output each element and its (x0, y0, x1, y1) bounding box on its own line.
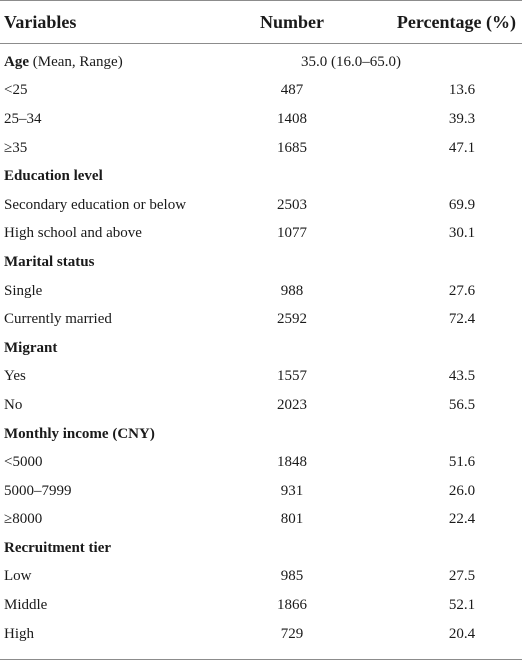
row-percentage: 27.6 (448, 282, 476, 299)
table-body: Age (Mean, Range) 35.0 (16.0–65.0) <25 48… (0, 44, 522, 648)
row-number: 729 (280, 625, 304, 642)
table-row: <5000 1848 51.6 (0, 448, 522, 477)
row-number: 2503 (277, 196, 307, 213)
table: Variables Number Percentage (%) Age (Mea… (0, 0, 522, 648)
row-percentage: 30.1 (448, 225, 476, 242)
header-row: Variables Number Percentage (%) (0, 0, 522, 44)
table-row: Low 985 27.5 (0, 563, 522, 592)
row-number: 2023 (277, 396, 307, 413)
table-row: 5000–7999 931 26.0 (0, 477, 522, 506)
table-row: <25 487 13.6 (0, 77, 522, 106)
section-header-row: Marital status (0, 248, 522, 277)
table-row: Single 988 27.6 (0, 277, 522, 306)
row-number: 988 (280, 282, 304, 299)
row-label: 25–34 (4, 110, 42, 127)
row-percentage: 39.3 (448, 110, 476, 127)
table-header: Variables Number Percentage (%) (0, 0, 522, 44)
top-rule (0, 0, 522, 1)
age-label: Age (Mean, Range) (0, 44, 222, 77)
row-number: 487 (280, 82, 304, 99)
table-row: High 729 20.4 (0, 620, 522, 649)
row-number: 801 (280, 511, 304, 528)
row-label: High (4, 625, 34, 642)
row-label: Middle (4, 597, 48, 614)
row-number: 1848 (277, 454, 307, 471)
row-label: Single (4, 282, 43, 299)
row-label: High school and above (4, 225, 142, 242)
table-row: No 2023 56.5 (0, 391, 522, 420)
age-label-rest: (Mean, Range) (29, 53, 123, 70)
row-number: 1077 (277, 225, 307, 242)
column-header-variables: Variables (4, 11, 77, 32)
section-label: Migrant (4, 339, 58, 356)
row-percentage: 20.4 (448, 625, 476, 642)
bottom-rule (0, 659, 522, 660)
table-row: Secondary education or below 2503 69.9 (0, 191, 522, 220)
row-percentage: 56.5 (448, 396, 476, 413)
table-row-age: Age (Mean, Range) 35.0 (16.0–65.0) (0, 44, 522, 77)
row-percentage: 27.5 (448, 568, 476, 585)
row-percentage: 43.5 (448, 368, 476, 385)
column-header-number: Number (260, 11, 324, 32)
row-percentage: 22.4 (448, 511, 476, 528)
section-header-row: Monthly income (CNY) (0, 420, 522, 449)
table-row: ≥35 1685 47.1 (0, 134, 522, 163)
section-label: Monthly income (CNY) (4, 425, 155, 442)
row-label: No (4, 396, 23, 413)
section-header-row: Education level (0, 162, 522, 191)
row-label: Low (4, 568, 32, 585)
table-row: 25–34 1408 39.3 (0, 105, 522, 134)
row-label: 5000–7999 (4, 482, 72, 499)
row-percentage: 72.4 (448, 311, 476, 328)
table-row: Currently married 2592 72.4 (0, 305, 522, 334)
row-label: ≥8000 (4, 511, 43, 528)
row-percentage: 47.1 (448, 139, 476, 156)
age-value: 35.0 (16.0–65.0) (301, 53, 401, 70)
row-number: 1866 (277, 597, 307, 614)
row-number: 1557 (277, 368, 307, 385)
table-row: ≥8000 801 22.4 (0, 506, 522, 535)
section-label: Marital status (4, 253, 95, 270)
row-label: Currently married (4, 311, 112, 328)
row-percentage: 26.0 (448, 482, 476, 499)
row-percentage: 51.6 (448, 454, 476, 471)
row-number: 931 (280, 482, 304, 499)
section-label: Education level (4, 168, 103, 185)
row-percentage: 13.6 (448, 82, 476, 99)
table-row: Yes 1557 43.5 (0, 363, 522, 392)
row-label: ≥35 (4, 139, 28, 156)
row-number: 985 (280, 568, 304, 585)
section-header-row: Migrant (0, 334, 522, 363)
row-number: 2592 (277, 311, 307, 328)
table-row: High school and above 1077 30.1 (0, 220, 522, 249)
section-header-row: Recruitment tier (0, 534, 522, 563)
table-row: Middle 1866 52.1 (0, 591, 522, 620)
row-label: <5000 (4, 454, 43, 471)
row-label: <25 (4, 82, 28, 99)
row-label: Yes (4, 368, 26, 385)
row-number: 1685 (277, 139, 307, 156)
section-label: Recruitment tier (4, 539, 112, 556)
row-percentage: 52.1 (448, 597, 476, 614)
column-header-percentage: Percentage (%) (396, 11, 516, 32)
row-label: Secondary education or below (4, 196, 187, 213)
row-number: 1408 (277, 110, 307, 127)
header-rule (0, 43, 522, 44)
age-label-bold: Age (4, 53, 29, 70)
row-percentage: 69.9 (448, 196, 476, 213)
